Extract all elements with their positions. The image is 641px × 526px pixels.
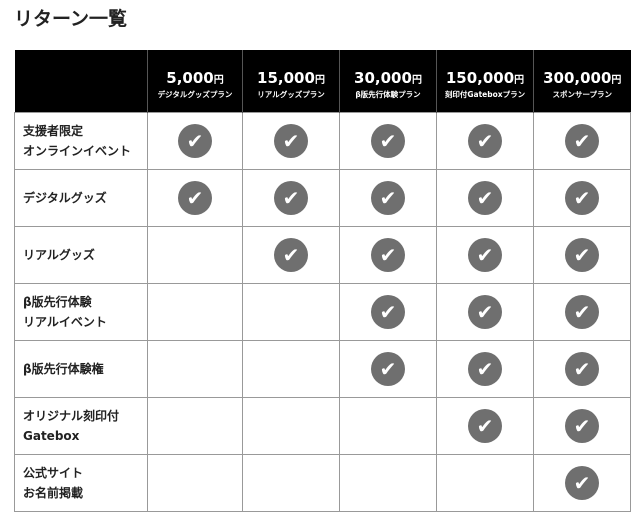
cell <box>147 283 243 341</box>
check-circle-icon: ✔ <box>565 466 599 500</box>
table-row: 公式サイト お名前掲載 ✔ <box>14 454 631 512</box>
cell <box>242 454 340 512</box>
cell: ✔ <box>533 112 631 170</box>
table-row: デジタルグッズ ✔ ✔ ✔ ✔ ✔ <box>14 169 631 227</box>
cell <box>147 340 243 398</box>
plan-price: 30,000円 <box>354 68 422 87</box>
plan-header: 15,000円リアルグッズプラン <box>242 50 340 113</box>
header-blank <box>14 50 148 113</box>
check-circle-icon: ✔ <box>468 295 502 329</box>
cell: ✔ <box>533 397 631 455</box>
check-circle-icon: ✔ <box>371 238 405 272</box>
plan-name: デジタルグッズプラン <box>157 89 233 99</box>
check-circle-icon: ✔ <box>274 181 308 215</box>
check-circle-icon: ✔ <box>565 295 599 329</box>
cell: ✔ <box>533 283 631 341</box>
cell: ✔ <box>436 226 534 284</box>
cell <box>436 454 534 512</box>
cell: ✔ <box>242 226 340 284</box>
cell: ✔ <box>533 340 631 398</box>
cell: ✔ <box>339 169 437 227</box>
plan-header: 300,000円スポンサープラン <box>533 50 631 113</box>
check-circle-icon: ✔ <box>371 352 405 386</box>
row-label: リアルグッズ <box>14 226 148 284</box>
row-label: デジタルグッズ <box>14 169 148 227</box>
check-circle-icon: ✔ <box>468 352 502 386</box>
returns-table: 5,000円 デジタルグッズプラン 15,000円 リアルグッズプラン 30,000円 β… <box>14 50 631 512</box>
header-row: 5,000円 デジタルグッズプラン 15,000円 リアルグッズプラン 30,000円 β… <box>14 50 631 113</box>
plan-name: 刻印付Gateboxプラン <box>444 89 526 99</box>
plan-name: β版先行体験プラン <box>355 89 421 99</box>
plan-header: 150,000円刻印付Gateboxプラン <box>436 50 534 113</box>
check-circle-icon: ✔ <box>371 181 405 215</box>
row-label: β版先行体験権 <box>14 340 148 398</box>
cell: ✔ <box>339 226 437 284</box>
check-circle-icon: ✔ <box>274 124 308 158</box>
plan-name: リアルグッズプラン <box>257 89 325 99</box>
plan-header: 5,000円デジタルグッズプラン <box>147 50 243 113</box>
table-row: リアルグッズ ✔ ✔ ✔ ✔ <box>14 226 631 284</box>
cell <box>242 283 340 341</box>
check-circle-icon: ✔ <box>565 352 599 386</box>
table-row: オリジナル刻印付 Gatebox ✔ ✔ <box>14 397 631 455</box>
cell: ✔ <box>533 226 631 284</box>
plan-price: 5,000円 <box>166 68 224 87</box>
check-circle-icon: ✔ <box>371 295 405 329</box>
table-row: 支援者限定 オンラインイベント ✔ ✔ ✔ ✔ ✔ <box>14 112 631 170</box>
cell <box>339 397 437 455</box>
cell: ✔ <box>147 169 243 227</box>
cell: ✔ <box>436 340 534 398</box>
row-label: オリジナル刻印付 Gatebox <box>14 397 148 455</box>
plan-price: 150,000円 <box>445 68 525 87</box>
cell: ✔ <box>436 169 534 227</box>
check-circle-icon: ✔ <box>565 238 599 272</box>
cell: ✔ <box>339 283 437 341</box>
check-circle-icon: ✔ <box>178 124 212 158</box>
check-circle-icon: ✔ <box>468 124 502 158</box>
check-circle-icon: ✔ <box>565 409 599 443</box>
cell: ✔ <box>242 169 340 227</box>
check-circle-icon: ✔ <box>371 124 405 158</box>
row-label: 公式サイト お名前掲載 <box>14 454 148 512</box>
cell <box>147 397 243 455</box>
check-circle-icon: ✔ <box>468 409 502 443</box>
plan-name: スポンサープラン <box>552 89 613 99</box>
cell <box>339 454 437 512</box>
cell: ✔ <box>147 112 243 170</box>
cell: ✔ <box>242 112 340 170</box>
cell: ✔ <box>533 169 631 227</box>
table-row: β版先行体験 リアルイベント ✔ ✔ ✔ <box>14 283 631 341</box>
cell <box>147 226 243 284</box>
check-circle-icon: ✔ <box>565 124 599 158</box>
page-title: リターン一覧 <box>14 8 128 30</box>
plan-header: 30,000円 β版先行体験プラン <box>339 50 437 113</box>
row-label: 支援者限定 オンラインイベント <box>14 112 148 170</box>
plan-price: 15,000円 <box>257 68 325 87</box>
cell: ✔ <box>436 397 534 455</box>
check-circle-icon: ✔ <box>178 181 212 215</box>
cell <box>242 397 340 455</box>
table-row: β版先行体験権 ✔ ✔ ✔ <box>14 340 631 398</box>
cell: ✔ <box>436 283 534 341</box>
plan-price: 300,000円 <box>543 68 622 87</box>
row-label: β版先行体験 リアルイベント <box>14 283 148 341</box>
cell: ✔ <box>339 340 437 398</box>
check-circle-icon: ✔ <box>468 181 502 215</box>
cell: ✔ <box>339 112 437 170</box>
check-circle-icon: ✔ <box>468 238 502 272</box>
cell <box>242 340 340 398</box>
cell: ✔ <box>436 112 534 170</box>
check-circle-icon: ✔ <box>565 181 599 215</box>
check-circle-icon: ✔ <box>274 238 308 272</box>
cell <box>147 454 243 512</box>
cell: ✔ <box>533 454 631 512</box>
